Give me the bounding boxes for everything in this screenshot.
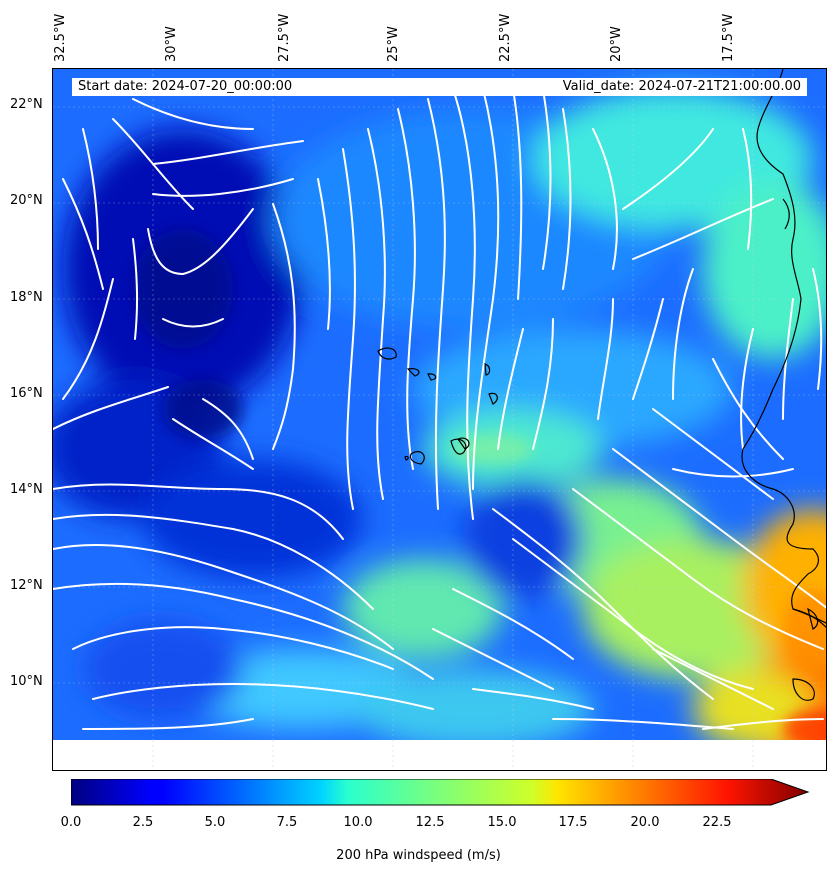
coastline — [377, 69, 826, 701]
lat-label: 18°N — [10, 290, 43, 305]
lon-label: 27.5°W — [277, 13, 292, 62]
colorbar-tick: 10.0 — [343, 815, 373, 830]
lon-label: 17.5°W — [721, 13, 736, 62]
colorbar-tick: 15.0 — [487, 815, 517, 830]
colorbar-tick: 22.5 — [702, 815, 732, 830]
windspeed-map — [53, 69, 826, 770]
colorbar-label: 200 hPa windspeed (m/s) — [336, 848, 501, 863]
lat-label: 14°N — [10, 482, 43, 497]
colorbar-tick: 12.5 — [415, 815, 445, 830]
lon-label: 30°W — [164, 26, 179, 62]
colorbar — [71, 779, 810, 806]
lat-label: 16°N — [10, 386, 43, 401]
lat-label: 20°N — [10, 193, 43, 208]
lon-label: 32.5°W — [53, 13, 68, 62]
lon-label: 25°W — [386, 26, 401, 62]
gridlines — [53, 69, 826, 740]
info-bar: Start date: 2024-07-20_00:00:00 Valid_da… — [72, 78, 807, 96]
lon-label: 22.5°W — [498, 13, 513, 62]
lat-label: 10°N — [10, 674, 43, 689]
streamlines — [53, 88, 826, 730]
lat-label: 22°N — [10, 97, 43, 112]
colorbar-tick: 0.0 — [60, 815, 82, 830]
colorbar-tick: 2.5 — [132, 815, 154, 830]
start-date-label: Start date: 2024-07-20_00:00:00 — [78, 79, 293, 94]
valid-date-label: Valid_date: 2024-07-21T21:00:00.00 — [562, 79, 801, 94]
lat-label: 12°N — [10, 578, 43, 593]
colorbar-tick: 20.0 — [630, 815, 660, 830]
map-panel — [52, 68, 827, 771]
colorbar-tick: 17.5 — [558, 815, 588, 830]
colorbar-tick: 7.5 — [276, 815, 298, 830]
colorbar-tick: 5.0 — [204, 815, 226, 830]
lon-label: 20°W — [609, 26, 624, 62]
